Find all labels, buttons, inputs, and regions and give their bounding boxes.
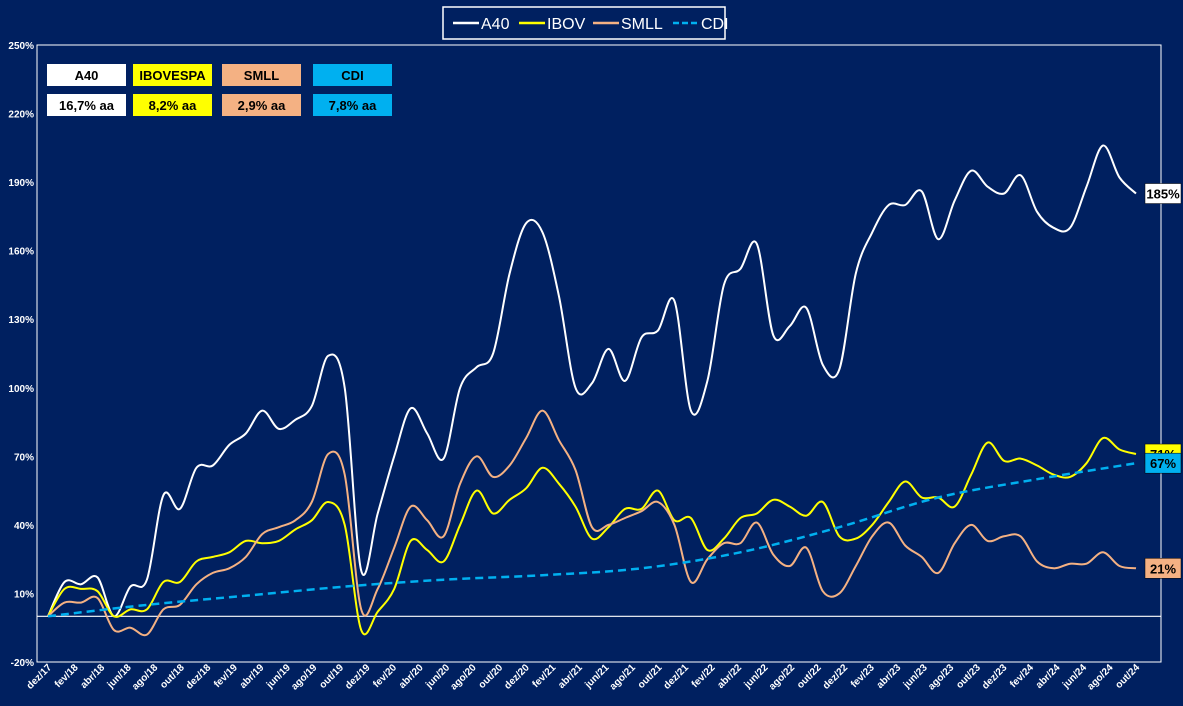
legend: A40 IBOV SMLL CDI <box>442 6 729 40</box>
summary-box-rate-bg <box>47 94 126 116</box>
series-line-cdi <box>47 461 1137 618</box>
summary-box-rate-bg <box>313 94 392 116</box>
summary-box-rate-bg <box>133 94 212 116</box>
y-tick-label: 220% <box>8 110 34 121</box>
summary-box-rate-bg <box>222 94 301 116</box>
summary-box-label-bg <box>313 64 392 86</box>
y-tick-label: 100% <box>8 384 34 395</box>
summary-box-rate: 2,9% aa <box>238 98 286 113</box>
summary-boxes: A40 16,7% aa IBOVESPA 8,2% aa SMLL 2,9% aa CDI… <box>47 64 392 116</box>
y-tick-label: 130% <box>8 315 34 326</box>
end-labels: 185%71%21%67% <box>1144 183 1182 579</box>
summary-box-label-bg <box>133 64 212 86</box>
plot-area-border <box>36 44 1162 663</box>
legend-label-smll: SMLL <box>621 16 663 33</box>
legend-label-ibov: IBOV <box>547 16 586 33</box>
y-tick-label: 250% <box>8 41 34 52</box>
y-tick-label: -20% <box>11 658 34 669</box>
y-tick-label: 190% <box>8 178 34 189</box>
summary-box-label-bg <box>222 64 301 86</box>
summary-box-label: CDI <box>341 68 363 83</box>
series-line-ibov <box>47 436 1137 636</box>
end-label-box-a40 <box>1144 183 1182 204</box>
y-axis: -20% 10% 40% 70% 100% 130% 160% 190% 220% 250% <box>8 41 34 669</box>
legend-label-cdi: CDI <box>701 16 729 33</box>
series-line-smll <box>47 409 1137 637</box>
end-label-smll: 21% <box>1150 561 1176 576</box>
summary-box-rate: 7,8% aa <box>329 98 377 113</box>
summary-box-rate: 8,2% aa <box>149 98 197 113</box>
y-tick-label: 40% <box>14 521 34 532</box>
series-layer <box>47 144 1137 637</box>
summary-box-label: IBOVESPA <box>139 68 206 83</box>
y-tick-label: 160% <box>8 247 34 258</box>
summary-box-label-bg <box>47 64 126 86</box>
end-label-box-cdi <box>1144 452 1182 474</box>
summary-box-rate: 16,7% aa <box>59 98 115 113</box>
end-label-cdi: 67% <box>1150 456 1176 471</box>
legend-label-a40: A40 <box>481 16 510 33</box>
summary-box-label: SMLL <box>244 68 279 83</box>
series-line-a40 <box>47 144 1137 618</box>
y-tick-label: 10% <box>14 589 34 600</box>
end-label-box-smll <box>1144 558 1182 579</box>
end-label-a40: 185% <box>1146 187 1180 202</box>
y-tick-label: 70% <box>14 452 34 463</box>
summary-box-label: A40 <box>75 68 99 83</box>
